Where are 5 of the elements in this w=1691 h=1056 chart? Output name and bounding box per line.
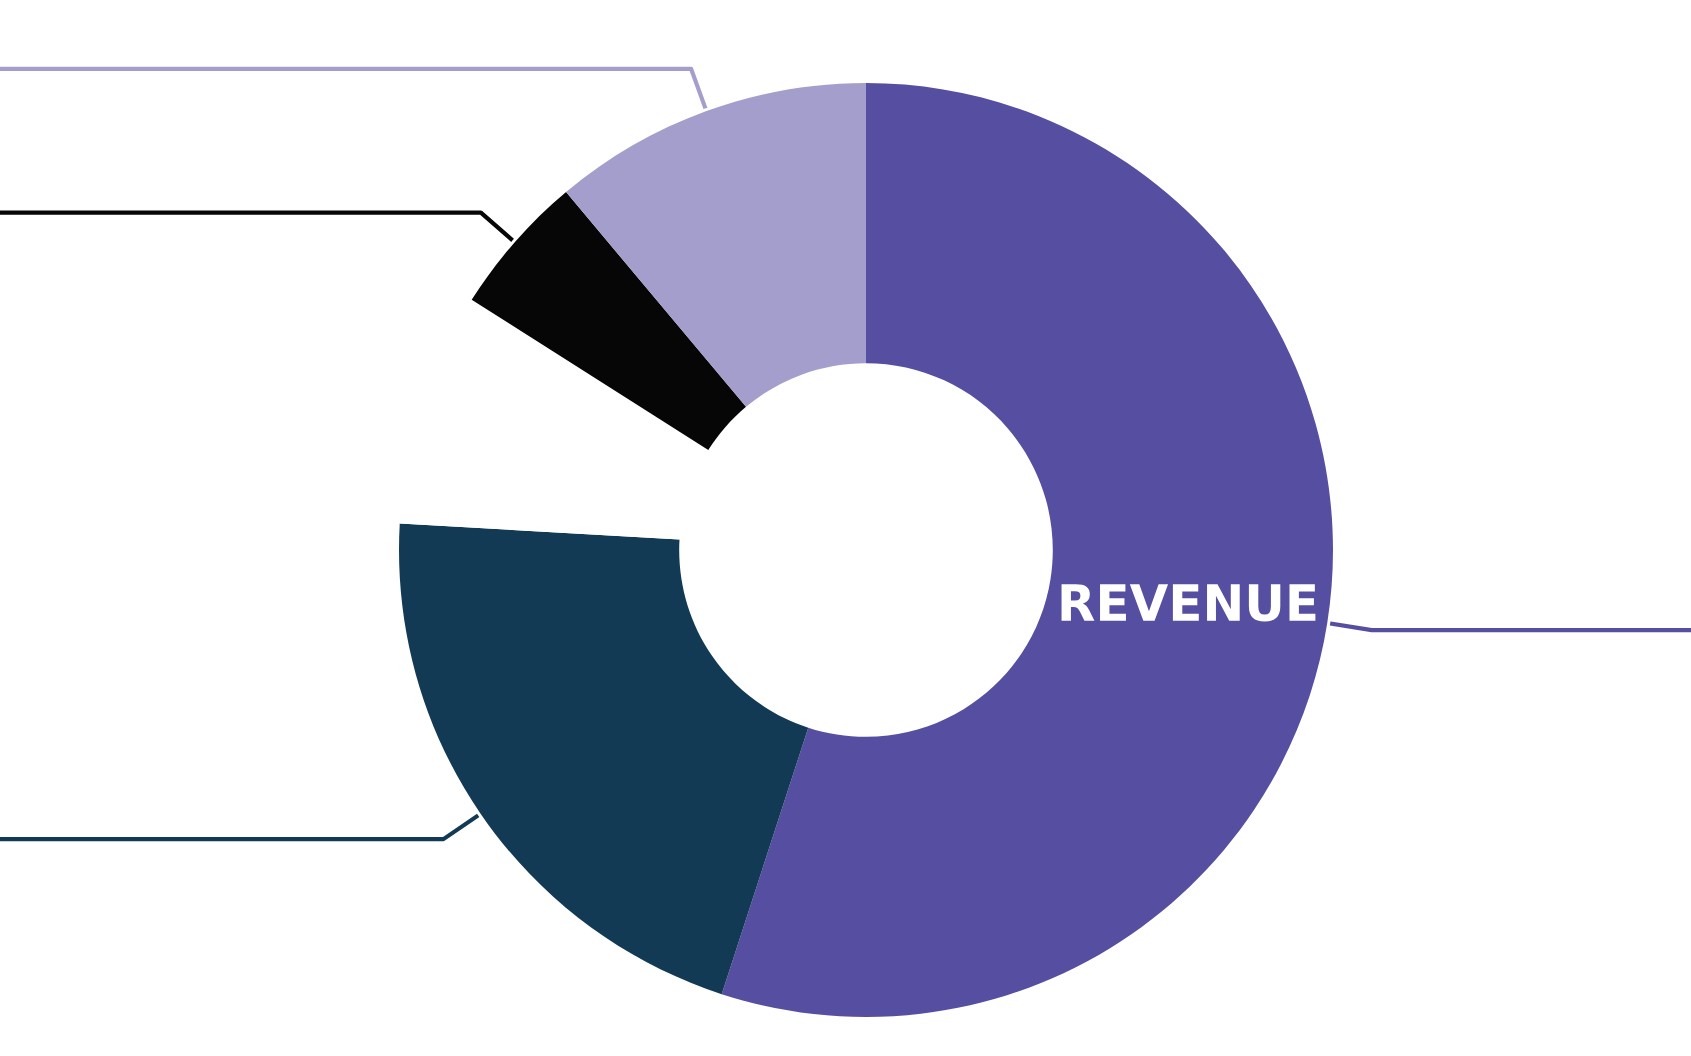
text: REVENUE (1061, 584, 1316, 622)
donut-slice (566, 83, 866, 407)
donut-slice (399, 523, 809, 995)
donut-slice (471, 192, 747, 450)
donut-slice (721, 83, 1333, 1017)
